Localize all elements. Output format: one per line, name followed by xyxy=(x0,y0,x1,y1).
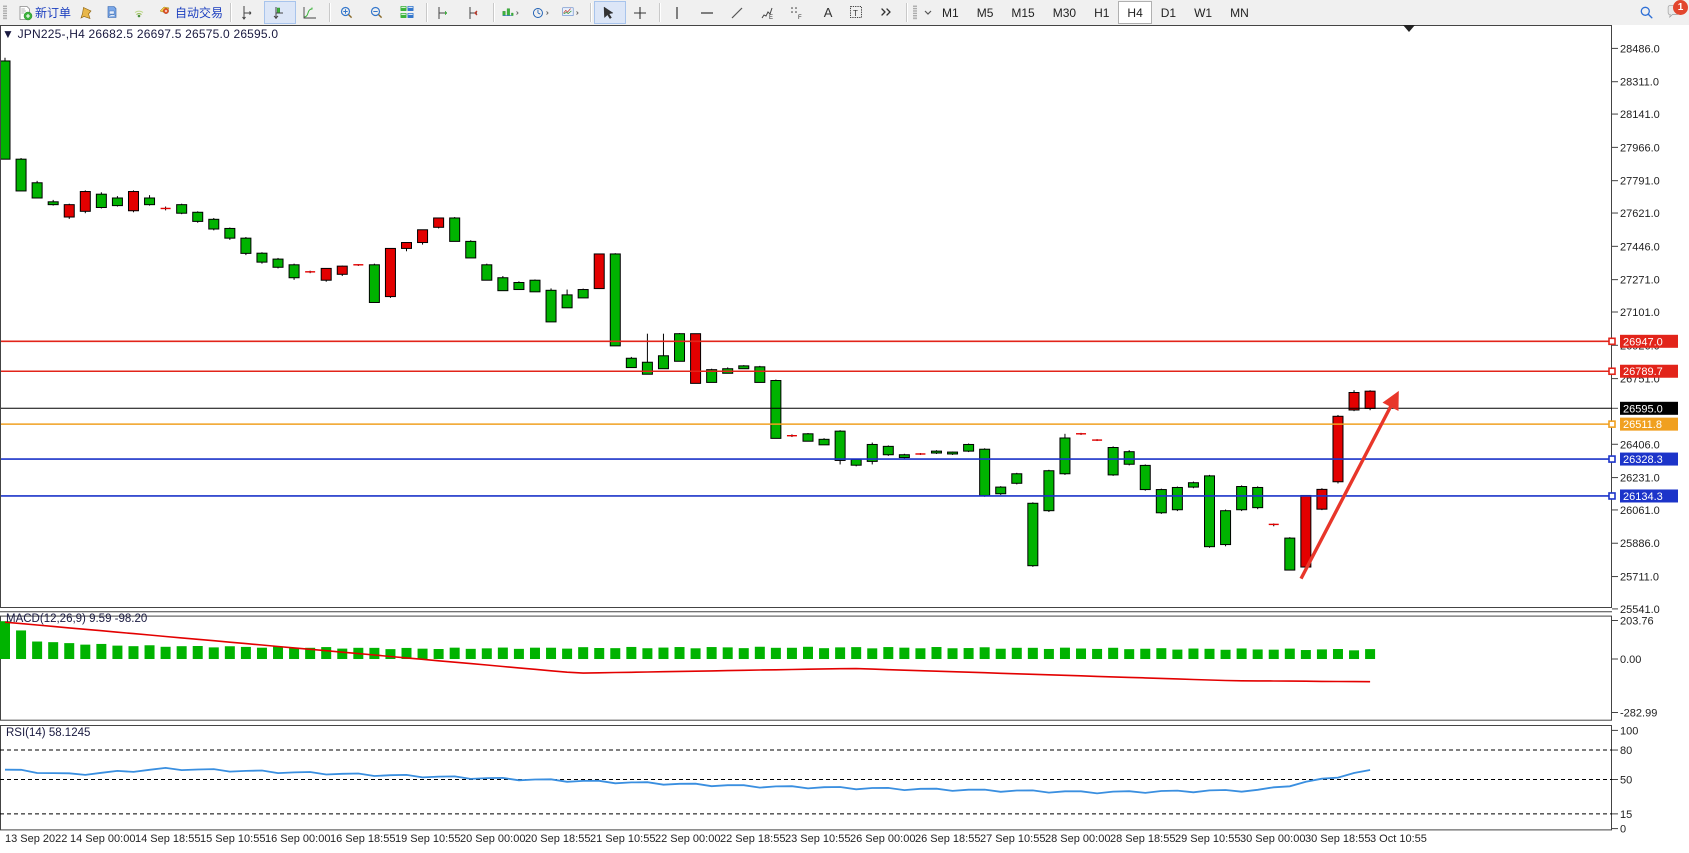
svg-text:28486.0: 28486.0 xyxy=(1620,43,1660,55)
svg-text:3 Oct 10:55: 3 Oct 10:55 xyxy=(1370,833,1427,845)
svg-text:22 Sep 18:55: 22 Sep 18:55 xyxy=(720,833,785,845)
svg-text:RSI(14) 58.1245: RSI(14) 58.1245 xyxy=(6,727,90,739)
svg-text:21 Sep 10:55: 21 Sep 10:55 xyxy=(590,833,655,845)
svg-text:28 Sep 00:00: 28 Sep 00:00 xyxy=(1045,833,1110,845)
svg-text:100: 100 xyxy=(1620,725,1638,737)
svg-text:15 Sep 10:55: 15 Sep 10:55 xyxy=(200,833,265,845)
svg-text:26328.3: 26328.3 xyxy=(1623,454,1663,466)
svg-text:MACD(12,26,9) 9.59 -98.20: MACD(12,26,9) 9.59 -98.20 xyxy=(6,613,147,625)
svg-text:27271.0: 27271.0 xyxy=(1620,275,1660,287)
svg-text:28 Sep 18:55: 28 Sep 18:55 xyxy=(1110,833,1175,845)
svg-text:F: F xyxy=(798,15,802,21)
svg-text:26061.0: 26061.0 xyxy=(1620,505,1660,517)
svg-text:20 Sep 00:00: 20 Sep 00:00 xyxy=(460,833,525,845)
svg-text:-282.99: -282.99 xyxy=(1620,708,1657,720)
svg-text:26789.7: 26789.7 xyxy=(1623,366,1663,378)
svg-text:T: T xyxy=(853,9,858,18)
svg-text:13 Sep 2022: 13 Sep 2022 xyxy=(5,833,67,845)
svg-text:27101.0: 27101.0 xyxy=(1620,307,1660,319)
svg-text:19 Sep 10:55: 19 Sep 10:55 xyxy=(395,833,460,845)
svg-text:25541.0: 25541.0 xyxy=(1620,604,1660,616)
svg-text:50: 50 xyxy=(1620,775,1632,787)
svg-text:16 Sep 18:55: 16 Sep 18:55 xyxy=(330,833,395,845)
svg-text:16 Sep 00:00: 16 Sep 00:00 xyxy=(265,833,330,845)
svg-text:22 Sep 00:00: 22 Sep 00:00 xyxy=(655,833,720,845)
svg-text:25886.0: 25886.0 xyxy=(1620,538,1660,550)
svg-text:26406.0: 26406.0 xyxy=(1620,439,1660,451)
svg-text:30 Sep 18:55: 30 Sep 18:55 xyxy=(1305,833,1370,845)
svg-text:15: 15 xyxy=(1620,809,1632,821)
svg-text:25711.0: 25711.0 xyxy=(1620,572,1659,584)
svg-text:29 Sep 10:55: 29 Sep 10:55 xyxy=(1175,833,1240,845)
svg-text:26 Sep 18:55: 26 Sep 18:55 xyxy=(915,833,980,845)
svg-text:14 Sep 18:55: 14 Sep 18:55 xyxy=(135,833,200,845)
svg-text:27621.0: 27621.0 xyxy=(1620,208,1660,220)
svg-text:26511.8: 26511.8 xyxy=(1623,419,1662,431)
svg-text:27966.0: 27966.0 xyxy=(1620,142,1660,154)
svg-text:26231.0: 26231.0 xyxy=(1620,473,1660,485)
svg-text:30 Sep 00:00: 30 Sep 00:00 xyxy=(1240,833,1305,845)
svg-text:0.00: 0.00 xyxy=(1620,654,1641,666)
svg-text:26134.3: 26134.3 xyxy=(1623,491,1663,503)
svg-text:28141.0: 28141.0 xyxy=(1620,109,1660,121)
svg-text:80: 80 xyxy=(1620,745,1632,757)
svg-text:27791.0: 27791.0 xyxy=(1620,176,1660,188)
svg-text:28311.0: 28311.0 xyxy=(1620,77,1659,89)
svg-text:26 Sep 00:00: 26 Sep 00:00 xyxy=(850,833,915,845)
svg-text:0: 0 xyxy=(1620,824,1626,836)
svg-text:203.76: 203.76 xyxy=(1620,616,1654,628)
svg-text:27 Sep 10:55: 27 Sep 10:55 xyxy=(980,833,1045,845)
svg-text:26947.0: 26947.0 xyxy=(1623,336,1663,348)
svg-text:14 Sep 00:00: 14 Sep 00:00 xyxy=(70,833,135,845)
svg-text:20 Sep 18:55: 20 Sep 18:55 xyxy=(525,833,590,845)
svg-text:27446.0: 27446.0 xyxy=(1620,241,1660,253)
svg-text:26595.0: 26595.0 xyxy=(1623,403,1663,415)
svg-text:23 Sep 10:55: 23 Sep 10:55 xyxy=(785,833,850,845)
svg-text:E: E xyxy=(769,15,773,21)
